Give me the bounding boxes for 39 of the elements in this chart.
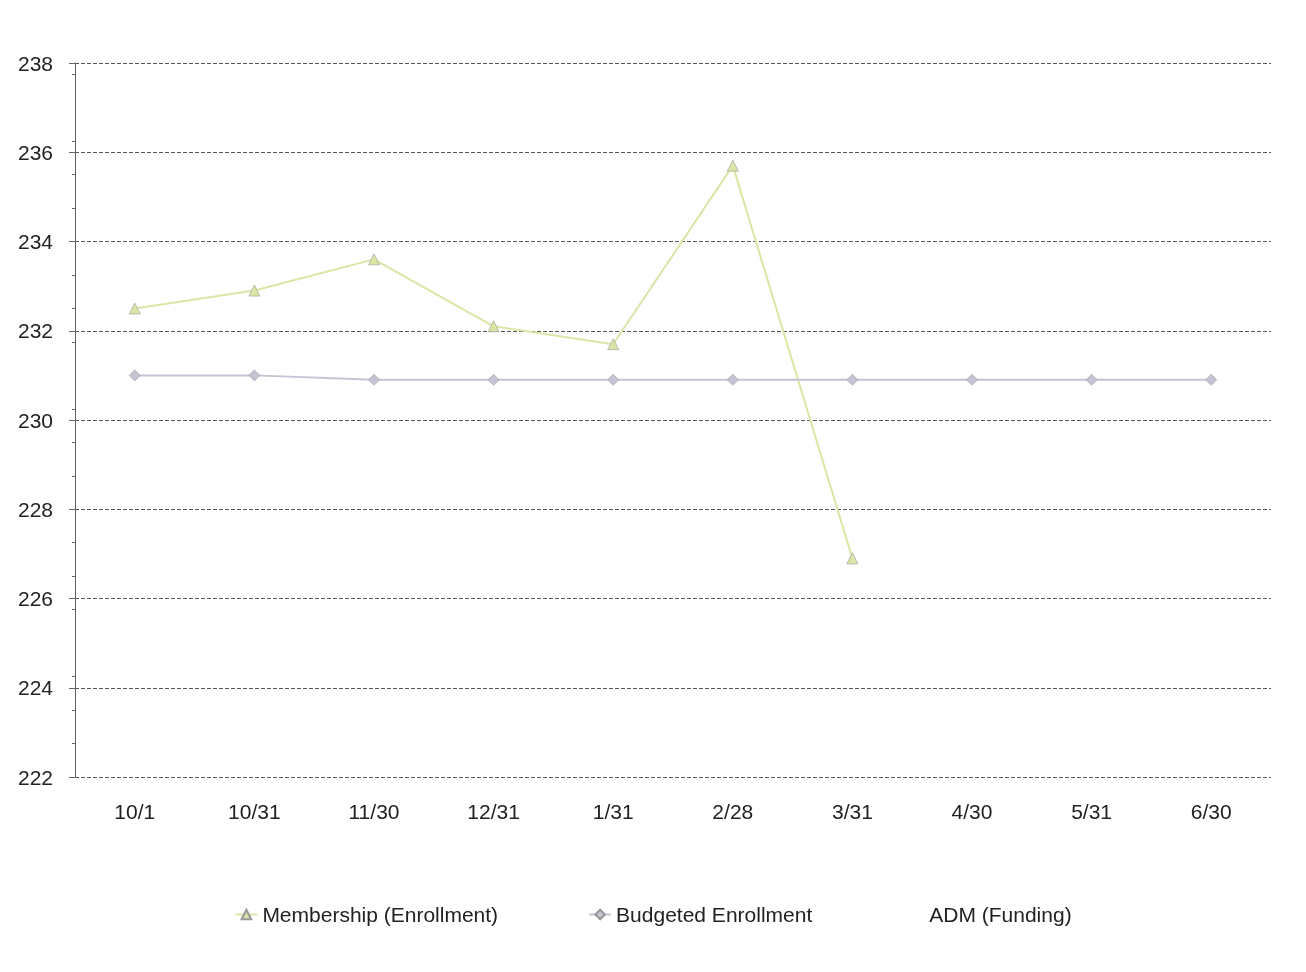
point xyxy=(487,374,500,386)
point xyxy=(129,369,141,382)
point xyxy=(248,284,261,297)
y-tick-label: 234 xyxy=(17,230,54,253)
y-tick-label: 230 xyxy=(17,408,53,432)
point xyxy=(607,338,619,350)
x-tick-label: 1/31 xyxy=(592,800,634,823)
point xyxy=(248,369,261,382)
point xyxy=(846,552,859,565)
y-tick-label: 224 xyxy=(17,676,54,700)
x-tick-label: 2/28 xyxy=(712,800,754,823)
text: ADM (Funding) xyxy=(929,903,1072,926)
x-tick-label: 3/31 xyxy=(831,800,873,823)
point xyxy=(1085,374,1098,386)
x-tick-label: 5/31 xyxy=(1071,800,1113,823)
point xyxy=(487,320,500,333)
x-tick-label: 10/1 xyxy=(114,800,156,823)
point xyxy=(727,374,739,386)
y-tick-label: 236 xyxy=(17,140,53,164)
y-tick-label: 226 xyxy=(17,587,53,610)
x-tick-label: 11/30 xyxy=(348,800,400,823)
point xyxy=(1205,374,1217,386)
point xyxy=(368,374,380,386)
point xyxy=(846,374,859,386)
y-tick-label: 232 xyxy=(17,319,53,343)
point xyxy=(727,159,739,172)
x-tick-label: 6/30 xyxy=(1190,800,1232,823)
y-tick-label: 228 xyxy=(17,497,53,521)
x-tick-label: 12/31 xyxy=(467,800,520,823)
point xyxy=(607,374,619,386)
point xyxy=(966,374,978,386)
legend-label: Membership (Enrollment) xyxy=(262,903,499,926)
x-tick-label: 10/31 xyxy=(228,800,281,823)
legend-label: Budgeted Enrollment xyxy=(616,903,813,926)
point xyxy=(129,302,141,315)
y-tick-label: 238 xyxy=(17,51,53,75)
y-tick-label: 222 xyxy=(17,765,53,789)
point xyxy=(368,253,380,266)
x-tick-label: 4/30 xyxy=(951,800,993,823)
